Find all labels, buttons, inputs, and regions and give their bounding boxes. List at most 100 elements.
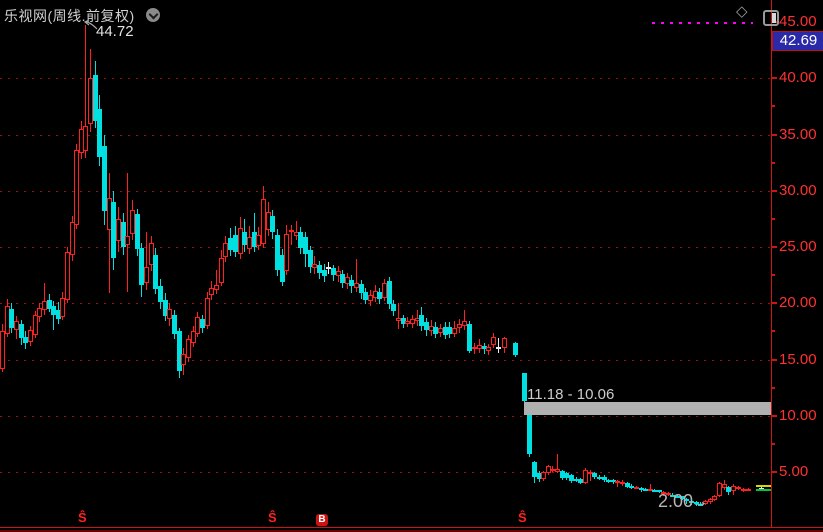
candle-body xyxy=(97,108,102,157)
gridline xyxy=(0,190,771,192)
candle-wick xyxy=(356,259,357,292)
candle-body xyxy=(482,346,487,350)
buy-signal-marker[interactable]: B xyxy=(316,514,328,526)
candle-body xyxy=(195,316,200,334)
gridline xyxy=(0,134,771,136)
candle-body xyxy=(331,268,336,276)
candle-body xyxy=(472,347,477,350)
chart-title: 乐视网(周线.前复权) xyxy=(4,8,135,24)
axis-minor-tick xyxy=(771,330,775,333)
candle-body xyxy=(502,338,507,349)
candle-body xyxy=(149,242,154,265)
ex-dividend-marker[interactable]: Ŝ xyxy=(518,510,527,525)
candle-body xyxy=(680,495,685,499)
candle-body xyxy=(592,473,597,477)
candle-body xyxy=(256,234,261,246)
candle-body xyxy=(125,235,130,245)
candle-body xyxy=(657,490,662,493)
gridline xyxy=(0,247,771,248)
candle-body xyxy=(223,242,228,258)
candle-wick xyxy=(53,301,54,331)
candle-body xyxy=(88,78,93,125)
axis-price-label: 20.00 xyxy=(779,294,817,312)
candle-body xyxy=(583,469,588,484)
candle-body xyxy=(741,488,746,492)
axis-price-label: 45.00 xyxy=(779,13,817,30)
candle-wick xyxy=(498,338,499,353)
candle-body xyxy=(340,274,345,283)
time-axis-line xyxy=(0,527,823,528)
candle-body xyxy=(158,286,163,303)
candle-body xyxy=(191,331,196,343)
candle-body xyxy=(433,326,438,334)
candle-body xyxy=(252,232,257,247)
candle-body xyxy=(457,323,462,328)
candle-body xyxy=(233,234,238,252)
candle-body xyxy=(396,317,401,322)
ex-dividend-marker[interactable]: Ŝ xyxy=(268,510,277,525)
candle-body xyxy=(209,287,214,296)
candle-body xyxy=(648,488,653,491)
candle-wick xyxy=(398,303,399,330)
panel-toggle-icon[interactable] xyxy=(763,10,779,26)
candle-body xyxy=(477,344,482,350)
gap-band xyxy=(524,402,771,416)
candle-body xyxy=(349,279,354,287)
axis-major-tick xyxy=(771,189,777,192)
gridline xyxy=(0,303,771,305)
candle-body xyxy=(698,503,703,506)
candle-body xyxy=(522,373,527,402)
chevron-down-circle-icon[interactable] xyxy=(146,8,160,22)
candle-body xyxy=(51,305,56,315)
candle-wick xyxy=(44,283,45,315)
axis-major-tick xyxy=(771,414,777,417)
candle-body xyxy=(391,304,396,312)
candle-body xyxy=(359,284,364,294)
candle-wick xyxy=(296,221,297,241)
candle-body xyxy=(28,330,33,342)
candle-body xyxy=(620,482,625,485)
ex-dividend-marker[interactable]: Ŝ xyxy=(78,510,87,525)
candle-body xyxy=(574,478,579,481)
candle-body xyxy=(424,322,429,331)
axis-price-label: 35.00 xyxy=(779,125,817,143)
candle-body xyxy=(602,476,607,480)
candle-body xyxy=(312,263,317,269)
candle-body xyxy=(625,483,630,487)
candle-wick xyxy=(109,172,110,294)
candle-body xyxy=(181,353,186,366)
diamond-tool-icon[interactable]: ◇ xyxy=(736,3,748,20)
candle-body xyxy=(93,74,98,121)
axis-minor-tick xyxy=(771,161,775,164)
candle-body xyxy=(60,297,65,317)
candle-body xyxy=(496,346,501,349)
candle-body xyxy=(74,150,79,225)
gridline xyxy=(0,78,771,80)
candle-body xyxy=(336,270,341,277)
candle-body xyxy=(261,198,266,244)
candle-body xyxy=(135,214,140,250)
candle-body xyxy=(153,254,158,289)
axis-price-label: 15.00 xyxy=(779,350,817,368)
candle-body xyxy=(405,321,410,324)
candle-body xyxy=(37,307,42,317)
candle-body xyxy=(550,468,555,471)
gridline xyxy=(0,472,771,473)
candle-wick xyxy=(590,469,591,481)
candle-body xyxy=(611,479,616,483)
magenta-dotted-annotation-line xyxy=(652,22,753,24)
candle-body xyxy=(578,478,583,484)
axis-major-tick xyxy=(771,77,777,80)
candle-body xyxy=(731,485,736,492)
candle-body xyxy=(186,339,191,359)
ma-dash xyxy=(756,485,771,488)
candle-body xyxy=(354,283,359,288)
candle-body xyxy=(116,218,121,242)
candle-body xyxy=(121,222,126,247)
candle-body xyxy=(588,472,593,474)
arrow-right-icon: → xyxy=(690,491,709,512)
axis-minor-tick xyxy=(771,442,775,445)
cursor-price-badge: 42.69 xyxy=(772,31,823,51)
axis-major-tick xyxy=(771,358,777,361)
